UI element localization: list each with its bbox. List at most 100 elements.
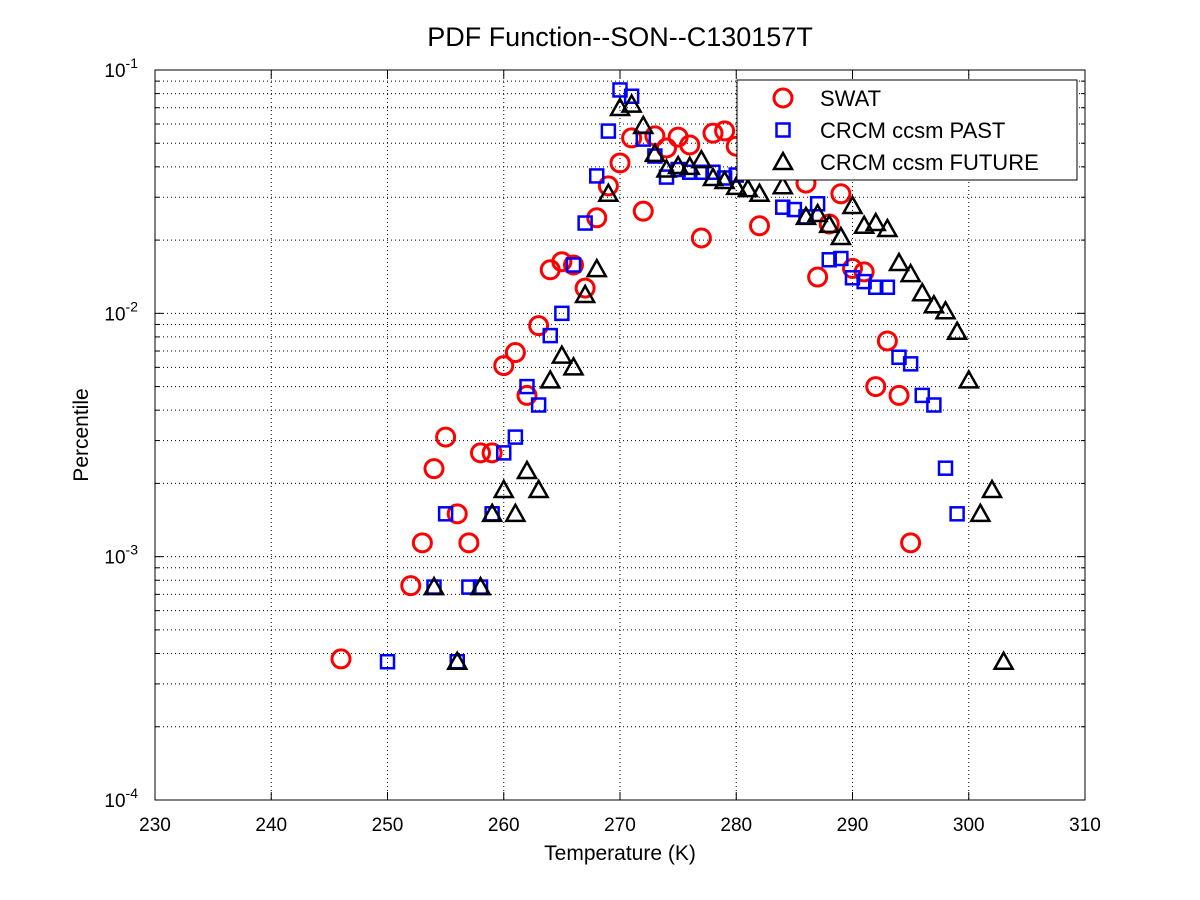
data-point bbox=[470, 442, 491, 464]
data-point bbox=[400, 575, 422, 597]
y-tick-label: 10-1 bbox=[104, 55, 138, 82]
data-point bbox=[597, 175, 619, 197]
chart-title: PDF Function--SON--C130157T bbox=[427, 22, 813, 52]
x-tick-label: 260 bbox=[488, 815, 520, 836]
data-point bbox=[876, 217, 899, 238]
data-point bbox=[469, 575, 492, 596]
data-point bbox=[585, 257, 608, 278]
x-tick-label: 230 bbox=[139, 815, 171, 836]
x-tick-label: 240 bbox=[255, 815, 287, 836]
data-point bbox=[542, 327, 558, 344]
data-point bbox=[435, 426, 457, 448]
legend-label: SWAT bbox=[820, 86, 881, 111]
data-point bbox=[864, 211, 887, 232]
data-point bbox=[879, 279, 896, 295]
data-point bbox=[949, 506, 965, 522]
y-axis-label: Percentile bbox=[70, 388, 93, 481]
data-point bbox=[507, 429, 524, 445]
data-point bbox=[899, 262, 922, 283]
data-point bbox=[563, 254, 584, 276]
data-point bbox=[713, 169, 736, 190]
legend: SWAT CRCM ccsm PAST CRCM ccsm FUTURE bbox=[736, 79, 1078, 181]
data-point bbox=[446, 650, 469, 670]
data-point bbox=[934, 299, 957, 320]
data-point bbox=[632, 114, 655, 135]
data-point bbox=[821, 252, 837, 268]
legend-label: CRCM ccsm FUTURE bbox=[820, 150, 1039, 175]
x-tick-label: 300 bbox=[953, 815, 985, 836]
data-point bbox=[562, 355, 585, 376]
data-point bbox=[841, 194, 864, 215]
grid bbox=[154, 70, 1086, 801]
data-point bbox=[980, 478, 1004, 499]
data-point bbox=[749, 215, 770, 237]
data-point bbox=[806, 202, 829, 223]
data-point bbox=[539, 368, 562, 389]
data-point bbox=[969, 502, 992, 523]
data-point bbox=[833, 250, 849, 267]
data-point bbox=[620, 93, 643, 113]
data-point bbox=[926, 397, 942, 413]
data-point bbox=[379, 653, 396, 670]
data-point bbox=[422, 575, 446, 596]
data-point bbox=[945, 320, 969, 341]
x-axis-label: Temperature (K) bbox=[544, 842, 696, 865]
data-point bbox=[809, 196, 826, 212]
x-tick-label: 290 bbox=[837, 815, 869, 836]
y-tick-label: 10-2 bbox=[104, 298, 138, 325]
legend-marker-circle bbox=[772, 87, 794, 109]
data-point bbox=[868, 279, 884, 295]
data-point bbox=[519, 378, 535, 395]
data-point bbox=[702, 122, 724, 144]
data-point bbox=[922, 293, 946, 314]
data-point bbox=[550, 344, 574, 364]
plot-area bbox=[154, 69, 1086, 801]
data-point bbox=[937, 460, 954, 476]
data-point bbox=[504, 502, 527, 523]
data-point bbox=[411, 532, 433, 554]
data-point bbox=[842, 257, 863, 279]
data-point bbox=[736, 177, 760, 198]
data-point bbox=[666, 154, 690, 175]
data-point bbox=[516, 384, 538, 406]
x-tick-label: 250 bbox=[372, 815, 404, 836]
data-point bbox=[771, 174, 794, 195]
data-point bbox=[876, 330, 898, 352]
data-point bbox=[589, 168, 605, 184]
y-axis-ticks: 10-4 10-3 10-2 10-1 bbox=[104, 55, 138, 812]
data-point bbox=[600, 123, 617, 139]
data-point bbox=[565, 257, 582, 273]
data-point bbox=[446, 503, 468, 525]
data-point bbox=[527, 478, 550, 499]
data-point bbox=[623, 88, 640, 105]
data-point bbox=[574, 277, 596, 299]
data-point bbox=[632, 200, 654, 222]
data-point bbox=[992, 650, 1015, 670]
data-point bbox=[492, 478, 515, 499]
legend-label: CRCM ccsm PAST bbox=[820, 118, 1005, 143]
data-point bbox=[458, 532, 480, 554]
data-point bbox=[914, 387, 930, 404]
x-tick-label: 310 bbox=[1069, 815, 1101, 836]
legend-marker-triangle bbox=[771, 150, 795, 171]
data-point bbox=[957, 368, 980, 389]
x-tick-label: 270 bbox=[604, 815, 636, 836]
data-point bbox=[496, 445, 512, 461]
series-circle bbox=[330, 120, 922, 670]
series-triangle bbox=[422, 93, 1015, 670]
data-point bbox=[725, 175, 748, 196]
data-point bbox=[701, 166, 725, 187]
data-point bbox=[830, 183, 852, 205]
data-point bbox=[577, 215, 593, 231]
y-tick-label: 10-3 bbox=[104, 542, 138, 569]
data-point bbox=[714, 120, 736, 142]
data-point bbox=[818, 213, 841, 234]
data-point bbox=[902, 356, 919, 372]
data-point bbox=[888, 384, 910, 406]
data-point bbox=[679, 134, 701, 156]
x-axis-ticks: 230 240 250 260 270 280 290 300 310 bbox=[139, 815, 1101, 836]
data-point bbox=[609, 152, 631, 174]
data-point bbox=[900, 532, 922, 554]
data-point bbox=[911, 281, 934, 302]
